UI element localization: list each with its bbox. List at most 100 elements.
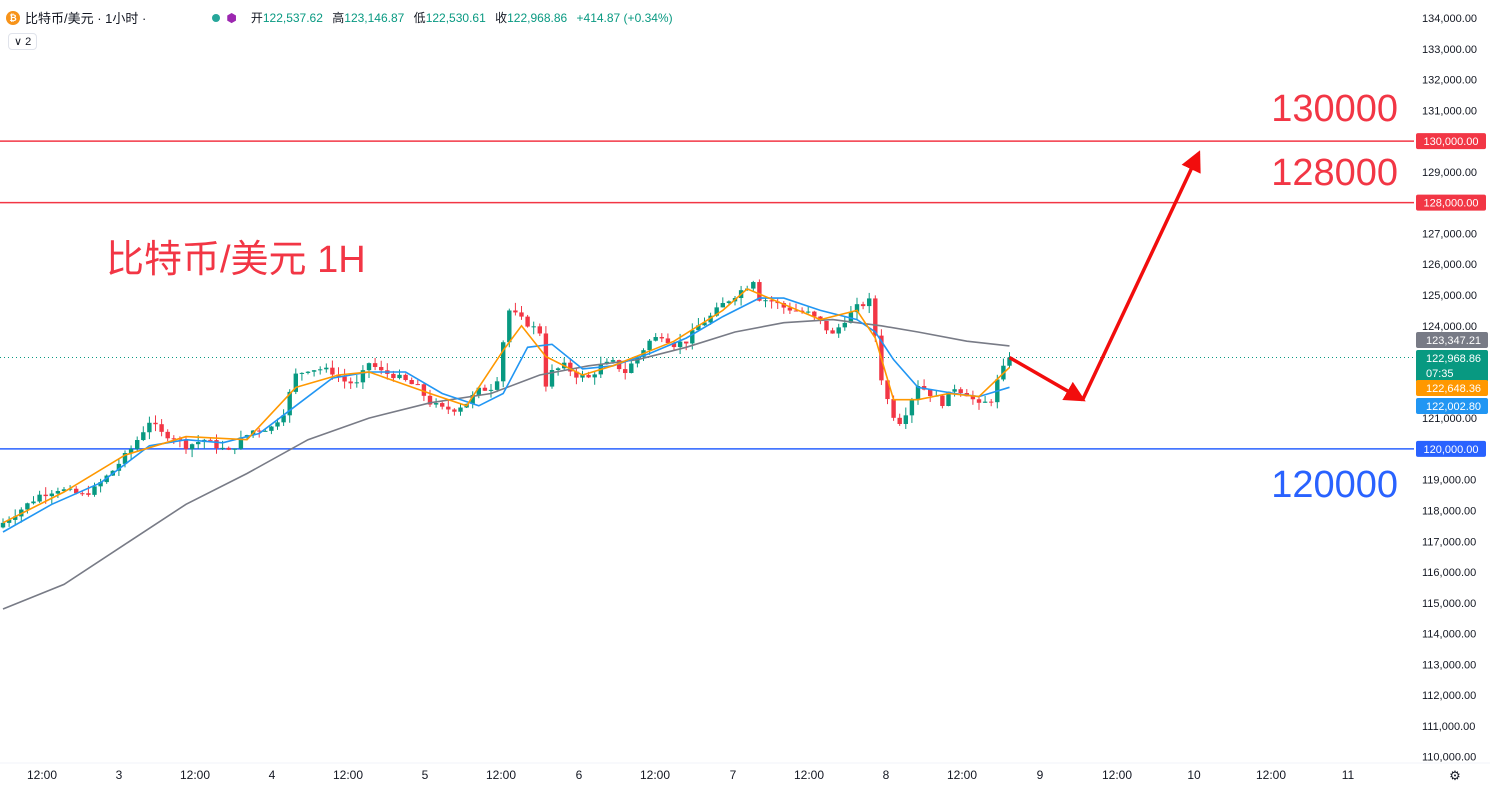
candle-body [421,384,427,396]
settings-gear-icon[interactable]: ⚙ [1449,769,1461,784]
x-tick-label: 5 [422,768,429,782]
candle-body [616,360,622,370]
candle-body [720,303,725,308]
candle-body [629,363,634,374]
forecast-arrow [1081,150,1201,401]
candle-body [238,437,244,449]
ohlc-readout: 开122,537.62 高123,146.87 低122,530.61 收122… [251,9,673,26]
candle-body [854,304,860,313]
candle-body [824,320,829,331]
candle-body [940,395,945,407]
y-tick-label: 118,000.00 [1422,505,1476,517]
candle-body [427,395,433,405]
level-price-tag: 120,000.00 [1423,444,1478,456]
x-tick-label: 12:00 [180,768,210,782]
candle-body [330,367,335,375]
candle-body [293,373,298,392]
candle-body [409,380,414,385]
candle-body [232,448,237,450]
close-label: 收 [495,11,508,25]
level-price-tag-bg [1416,133,1486,150]
indicator-collapse-button[interactable]: ∨ 2 [8,33,38,50]
candle-body [909,399,915,416]
candle-body [153,422,158,425]
candle-body [135,440,140,449]
candle-body [555,368,561,371]
candle-body [928,389,933,396]
x-tick-label: 7 [730,768,737,782]
candle-body [653,337,658,341]
price-tag: 122,968.86 [1426,353,1481,365]
candle-body [360,370,366,383]
bitcoin-icon: ₿ [6,10,20,25]
price-tag: 123,347.21 [1426,335,1481,347]
level-label: 120000 [1271,464,1398,506]
candle-body [708,315,713,323]
candle-body [372,363,378,367]
candle-body [476,387,481,395]
candle-body [440,403,445,407]
y-tick-label: 119,000.00 [1422,475,1476,487]
status-pills[interactable]: ⬢ [206,11,242,25]
candle-body [952,389,957,392]
candle-body [257,430,262,432]
candle-body [31,501,36,504]
candle-body [128,448,134,454]
x-tick-label: 11 [1342,768,1355,782]
candle-body [61,489,67,492]
x-tick-label: 12:00 [640,768,670,782]
x-tick-label: 4 [269,768,276,782]
low-label: 低 [413,11,426,25]
candle-body [92,486,97,495]
candle-body [531,326,536,328]
candle-body [0,522,6,528]
candle-body [714,307,719,316]
candle-body [287,391,292,416]
candle-body [214,440,219,449]
candle-body [311,370,317,372]
candle-body [318,369,323,371]
candle-body [494,381,500,390]
x-tick-label: 12:00 [333,768,363,782]
candle-body [275,422,280,427]
candle-body [507,310,512,343]
candle-body [55,491,61,494]
level-price-tag: 130,000.00 [1423,136,1478,148]
candle-body [659,337,664,339]
level-price-tag: 128,000.00 [1423,198,1478,210]
symbol-title[interactable]: 比特币/美元 · 1小时 · [25,11,147,26]
price-tag: 122,648.36 [1426,383,1481,395]
candle-body [915,386,921,400]
candle-body [482,387,488,391]
candle-body [781,303,786,308]
market-open-dot-icon [212,13,221,22]
y-tick-label: 127,000.00 [1422,228,1477,240]
candle-body [189,444,195,450]
candle-body [684,341,689,344]
candle-body [470,394,475,404]
candle-body [696,325,701,331]
candle-body [751,282,756,289]
candle-body [946,391,951,407]
close-value: 122,968.86 [507,11,568,25]
candle-body [580,374,585,378]
candle-body [836,327,841,334]
share-icon[interactable]: ⬢ [226,10,237,25]
y-tick-label: 121,000.00 [1422,413,1477,425]
candle-body [165,431,170,439]
x-tick-label: 8 [883,768,890,782]
price-tag: 122,002.80 [1426,401,1481,413]
candle-body [98,482,103,487]
candle-body [1007,357,1012,366]
x-tick-label: 12:00 [27,768,57,782]
y-tick-label: 126,000.00 [1422,259,1477,271]
candle-body [982,401,988,403]
price-tag-bg [1416,332,1488,348]
candle-body [525,316,530,327]
candle-body [976,399,982,403]
x-tick-label: 12:00 [486,768,516,782]
candle-body [610,360,616,362]
candle-body [86,493,91,495]
candle-body [116,463,122,471]
